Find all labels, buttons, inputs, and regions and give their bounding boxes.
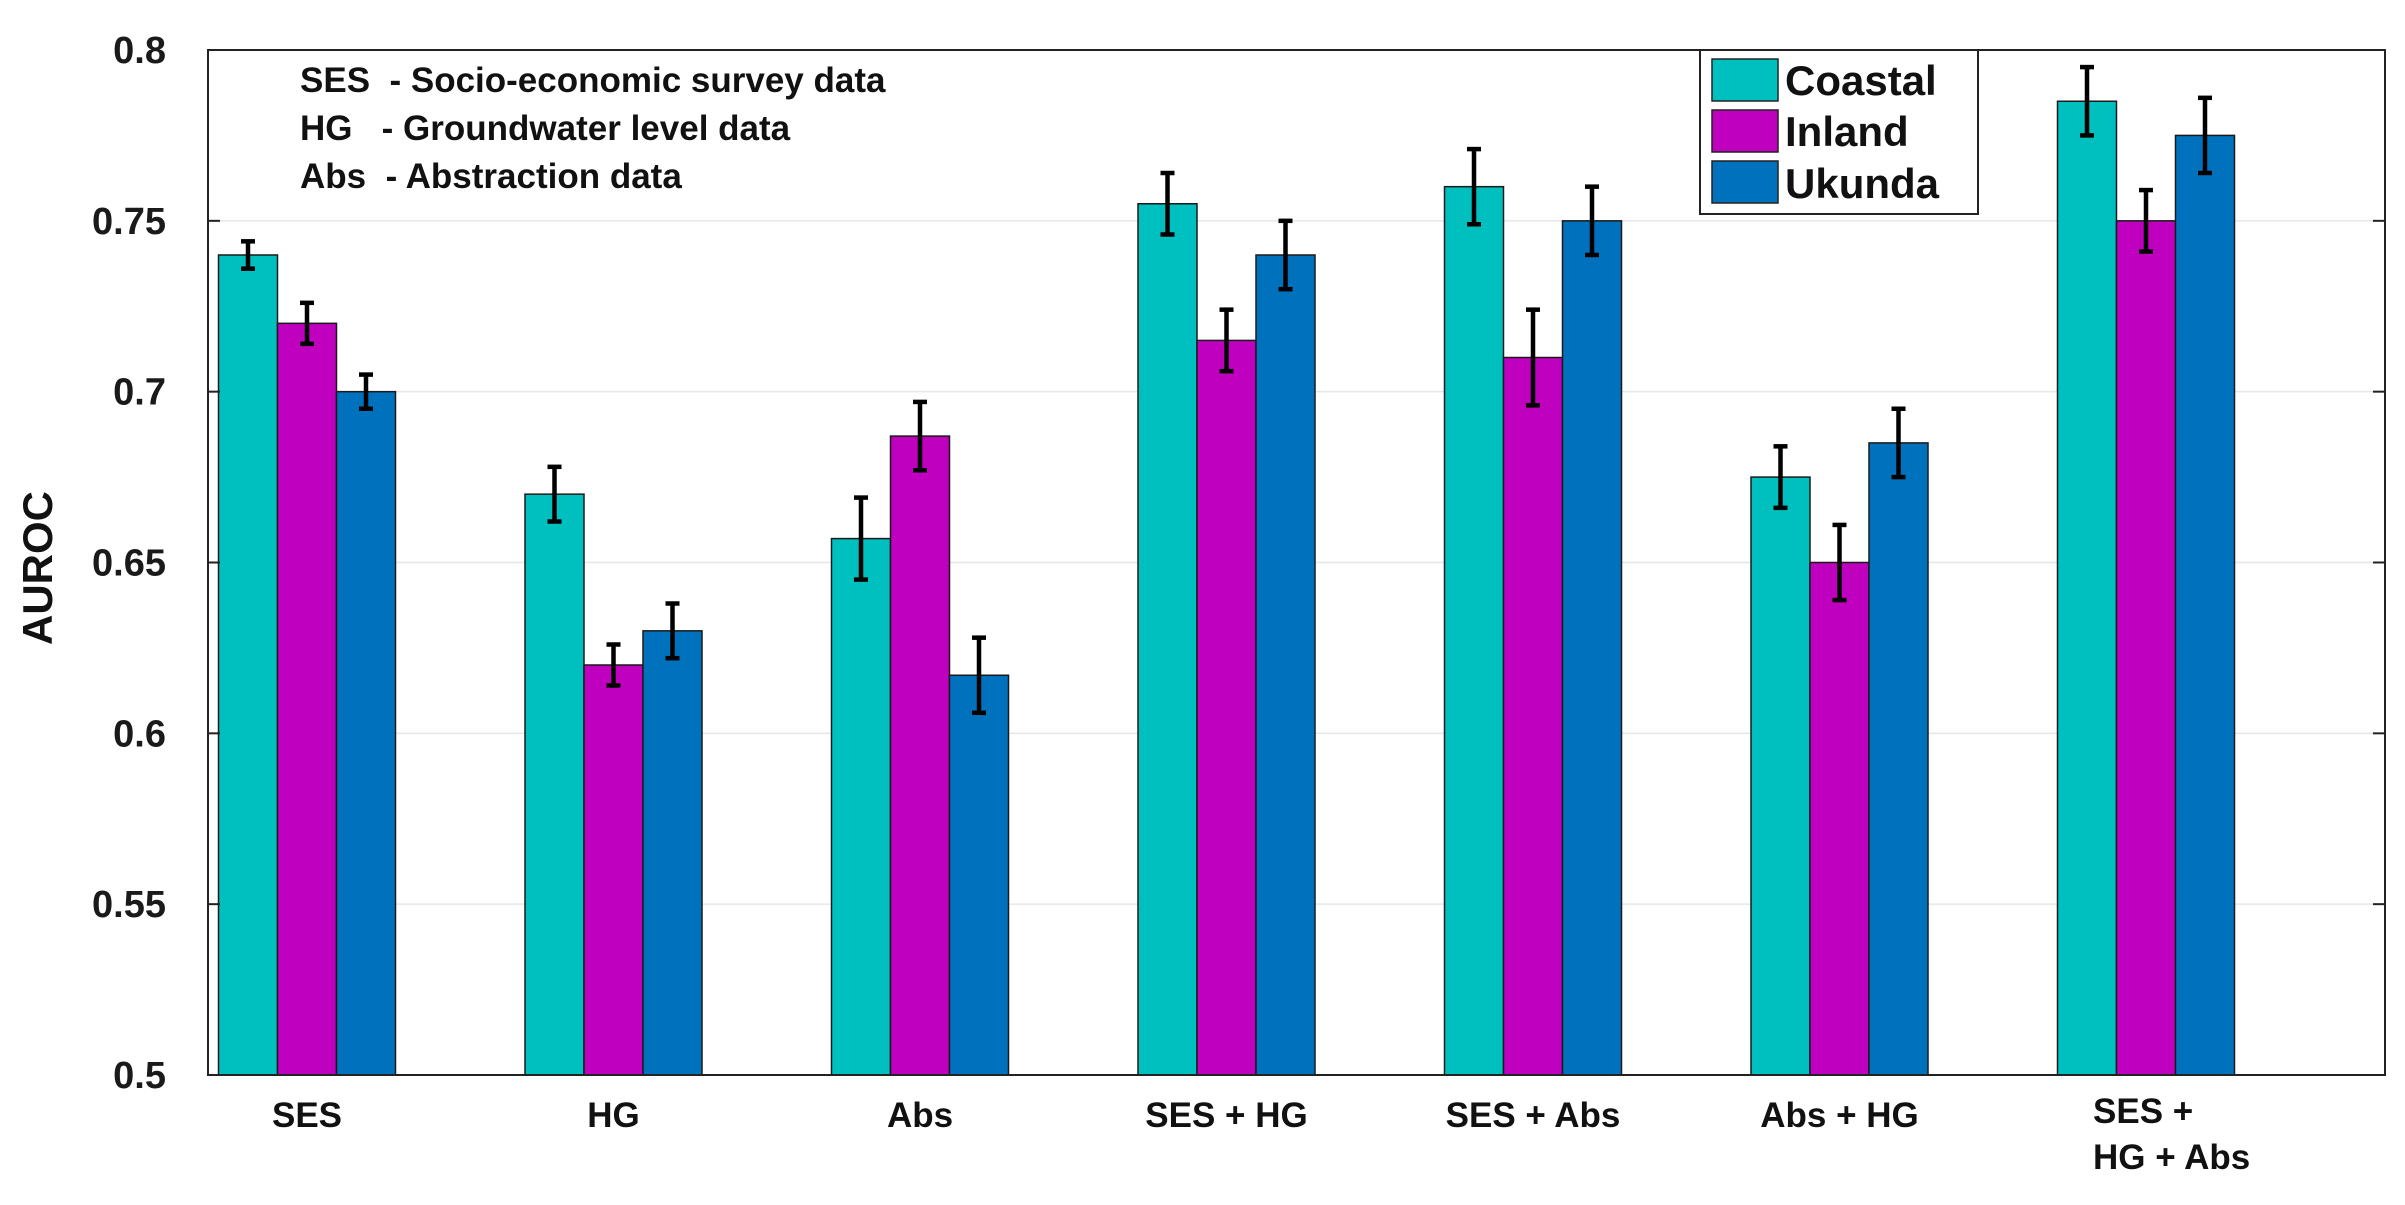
error-bar-coastal bbox=[2080, 64, 2094, 138]
error-bar-inland bbox=[2139, 187, 2153, 254]
y-tick-label: 0.75 bbox=[92, 201, 166, 243]
bar-inland bbox=[889, 435, 951, 1076]
error-bar-ukunda bbox=[1585, 184, 1599, 258]
error-bar-coastal bbox=[1467, 146, 1481, 227]
bar-ukunda bbox=[1868, 442, 1929, 1076]
error-bar-ukunda bbox=[1278, 218, 1293, 292]
legend-label-inland: Inland bbox=[1785, 108, 1909, 155]
error-bar-inland bbox=[300, 300, 314, 347]
bar-ukunda bbox=[1255, 254, 1316, 1076]
error-bar-ukunda bbox=[2198, 95, 2212, 176]
bar-ukunda bbox=[2174, 134, 2236, 1076]
error-bar-coastal bbox=[1773, 444, 1788, 511]
bar-inland bbox=[1196, 339, 1257, 1076]
bar-inland bbox=[583, 664, 644, 1076]
y-tick-label: 0.7 bbox=[113, 372, 166, 414]
bar-inland bbox=[1502, 356, 1564, 1076]
x-category-label: SES + HG bbox=[1145, 1096, 1307, 1135]
annotation-abs: Abs - Abstraction data bbox=[300, 157, 682, 196]
error-bar-ukunda bbox=[1891, 406, 1906, 480]
bar-coastal bbox=[1137, 203, 1198, 1076]
bar-ukunda bbox=[1561, 220, 1623, 1076]
y-tick-label: 0.65 bbox=[92, 543, 166, 585]
error-bar-inland bbox=[606, 642, 621, 688]
x-category-label: SES + HG + Abs bbox=[2093, 1092, 2250, 1177]
legend-swatch-coastal bbox=[1711, 58, 1779, 102]
legend-label-ukunda: Ukunda bbox=[1785, 160, 1940, 207]
legend: Coastal Inland Ukunda bbox=[1699, 49, 1979, 215]
y-axis-ticks: 0.5 0.55 0.6 0.65 0.7 0.75 0.8 bbox=[92, 30, 2385, 1097]
bar-coastal bbox=[2056, 100, 2118, 1076]
error-bar-inland bbox=[1832, 522, 1847, 603]
error-bar-inland bbox=[1219, 307, 1234, 374]
error-bar-inland bbox=[1526, 307, 1540, 408]
x-category-label: SES bbox=[272, 1096, 342, 1135]
bars bbox=[217, 100, 2236, 1076]
x-axis-labels: SES HG Abs SES + HG SES + Abs Abs + HG SES + HG… bbox=[272, 1092, 2250, 1177]
x-category-label: Abs bbox=[887, 1096, 953, 1135]
x-category-label: HG bbox=[587, 1096, 640, 1135]
error-bar-coastal bbox=[241, 239, 255, 271]
y-tick-label: 0.55 bbox=[92, 884, 166, 926]
bar-ukunda bbox=[335, 390, 397, 1076]
error-bars bbox=[241, 64, 2212, 716]
error-bar-ukunda bbox=[665, 601, 680, 661]
error-bar-coastal bbox=[854, 495, 868, 582]
bar-coastal bbox=[1443, 185, 1505, 1076]
x-category-label: Abs + HG bbox=[1760, 1096, 1919, 1135]
y-tick-label: 0.6 bbox=[113, 713, 166, 755]
bar-inland bbox=[1809, 561, 1870, 1076]
x-category-label: SES + Abs bbox=[1446, 1096, 1621, 1135]
bar-inland bbox=[2115, 220, 2177, 1076]
error-bar-ukunda bbox=[972, 635, 986, 716]
error-bar-ukunda bbox=[359, 372, 373, 411]
annotation-hg: HG - Groundwater level data bbox=[300, 109, 791, 148]
error-bar-coastal bbox=[547, 464, 562, 524]
bar-coastal bbox=[217, 254, 279, 1076]
error-bar-coastal bbox=[1160, 170, 1175, 237]
bar-coastal bbox=[524, 493, 585, 1076]
bar-ukunda bbox=[948, 674, 1010, 1076]
abbreviation-notes: SES - Socio-economic survey data HG - Gr… bbox=[300, 61, 886, 196]
y-tick-label: 0.5 bbox=[113, 1055, 166, 1097]
y-axis-label: AUROC bbox=[14, 491, 61, 645]
bar-ukunda bbox=[642, 630, 703, 1076]
bar-coastal bbox=[830, 537, 892, 1076]
legend-swatch-inland bbox=[1711, 109, 1779, 153]
bar-inland bbox=[276, 322, 338, 1076]
legend-label-coastal: Coastal bbox=[1785, 57, 1937, 104]
legend-swatch-ukunda bbox=[1711, 160, 1779, 204]
bar-coastal bbox=[1750, 476, 1811, 1076]
error-bar-inland bbox=[913, 399, 927, 473]
annotation-ses: SES - Socio-economic survey data bbox=[300, 61, 886, 100]
y-tick-label: 0.8 bbox=[113, 30, 166, 72]
